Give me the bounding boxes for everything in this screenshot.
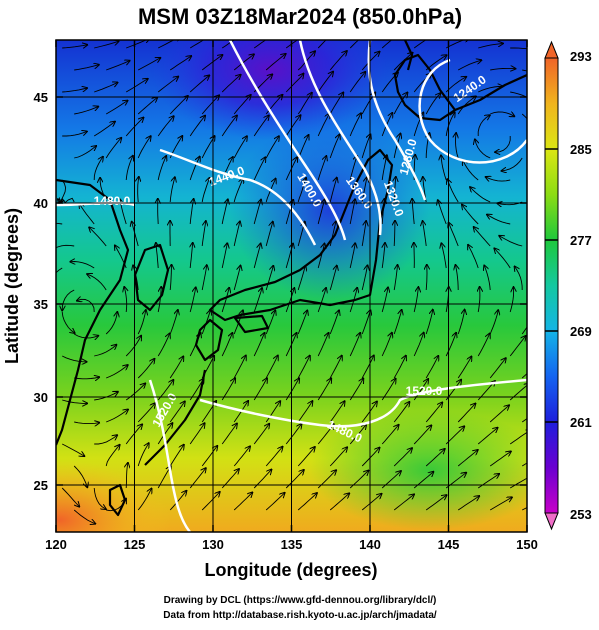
y-tick-label: 30: [34, 390, 48, 405]
colorbar-tick-label: 293: [570, 49, 592, 64]
contour-label: 1520.0: [406, 384, 443, 398]
colorbar-max-arrow: [545, 42, 558, 58]
colorbar-tick-label: 277: [570, 233, 592, 248]
x-axis-title: Longitude (degrees): [204, 560, 377, 580]
x-tick-label: 120: [45, 537, 67, 552]
x-tick-label: 145: [438, 537, 460, 552]
colorbar-tick-label: 285: [570, 142, 592, 157]
colorbar-tick-label: 269: [570, 324, 592, 339]
colorbar-min-arrow: [545, 513, 558, 529]
y-tick-label: 40: [34, 196, 48, 211]
colorbar-tick-label: 261: [570, 415, 592, 430]
contour-label: 1480.0: [94, 194, 131, 208]
y-tick-label: 45: [34, 90, 48, 105]
y-axis-title: Latitude (degrees): [2, 208, 22, 364]
plot-area: 1240.01280.01320.01360.01400.01440.01480…: [0, 0, 550, 580]
colorbar-tick-label: 253: [570, 507, 592, 522]
colorbar: 293 285 277 269 261 253: [545, 42, 592, 529]
credit-data: Data from http://database.rish.kyoto-u.a…: [163, 610, 437, 621]
y-tick-label: 25: [34, 478, 48, 493]
streamline: [414, 243, 415, 268]
y-tick-label: 35: [34, 297, 48, 312]
colorbar-scale: [545, 58, 558, 513]
x-tick-label: 130: [202, 537, 224, 552]
x-tick-label: 135: [281, 537, 303, 552]
x-tick-label: 140: [359, 537, 381, 552]
map-title: MSM 03Z18Mar2024 (850.0hPa): [138, 4, 462, 29]
x-tick-label: 150: [516, 537, 538, 552]
x-tick-label: 125: [124, 537, 146, 552]
credit-drawing: Drawing by DCL (https://www.gfd-dennou.o…: [164, 595, 437, 606]
